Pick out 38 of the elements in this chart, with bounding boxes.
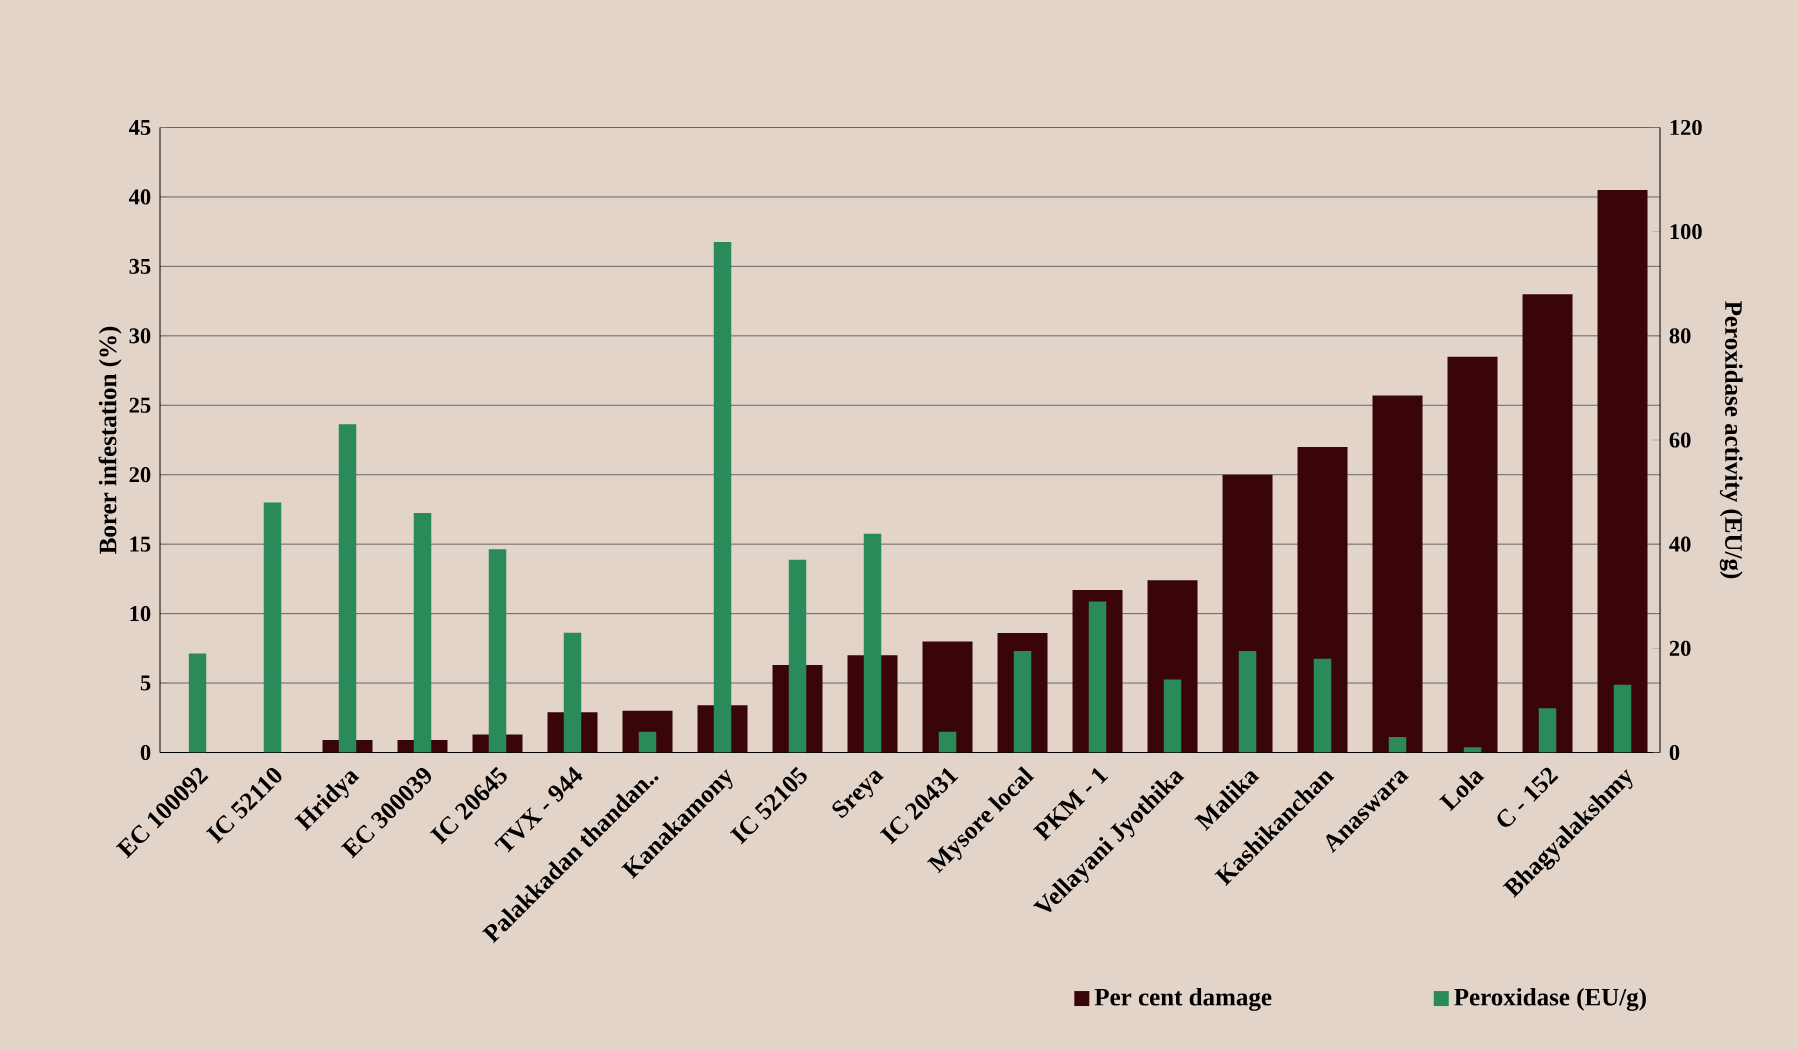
y2-axis-title: Peroxidase activity (EU/g) [1719, 301, 1743, 579]
y2-tick-label: 60 [1669, 432, 1691, 448]
y-tick-label: 10 [130, 606, 151, 622]
legend-label: Per cent damage [1094, 987, 1272, 1011]
bar [1447, 356, 1498, 753]
bar [1372, 395, 1423, 753]
y-tick-label: 15 [130, 536, 151, 552]
bar [1388, 736, 1407, 753]
y-tick-label: 20 [129, 467, 151, 483]
y-tick-label: 35 [129, 258, 151, 274]
bar [1238, 650, 1257, 753]
y-tick-label: 45 [128, 119, 151, 136]
bar [1613, 684, 1632, 753]
bar [922, 641, 973, 753]
y-tick-label: 5 [140, 675, 151, 691]
y-tick-label: 30 [129, 328, 151, 344]
y2-tick-label: 100 [1670, 224, 1702, 240]
y-tick-label: 40 [128, 189, 151, 205]
bar [1597, 190, 1648, 753]
bar [1538, 708, 1557, 753]
y2-tick-label: 80 [1669, 328, 1691, 344]
bar [1463, 747, 1482, 753]
y-tick-label: 25 [129, 397, 151, 413]
bar [1522, 294, 1573, 753]
y-tick-label: 0 [140, 744, 151, 761]
y2-tick-label: 40 [1669, 536, 1691, 552]
bar [1313, 658, 1332, 753]
bar [188, 653, 207, 753]
bar [263, 502, 282, 753]
x-tick-label: Lola [1439, 771, 1485, 812]
bar [638, 731, 657, 753]
y2-tick-label: 120 [1670, 119, 1702, 136]
y-axis-title: Borer infestation (%) [98, 326, 122, 554]
legend-label: Peroxidase (EU/g) [1454, 987, 1646, 1011]
bar [1163, 679, 1182, 753]
y2-tick-label: 0 [1669, 744, 1680, 761]
y2-tick-label: 20 [1669, 640, 1691, 656]
bar [938, 731, 957, 753]
